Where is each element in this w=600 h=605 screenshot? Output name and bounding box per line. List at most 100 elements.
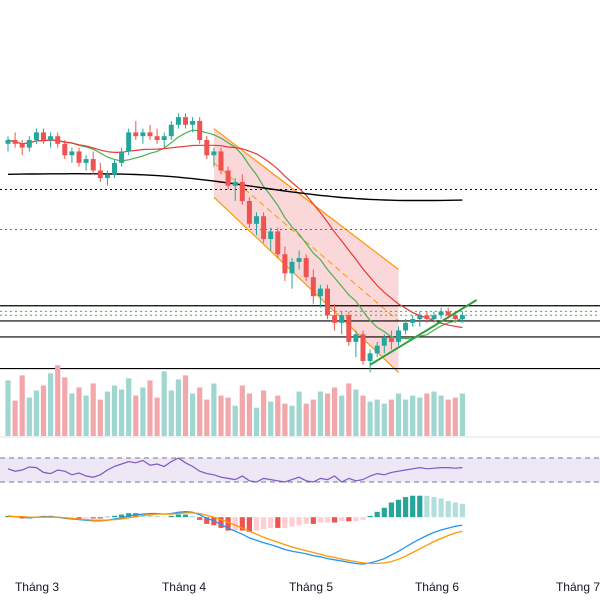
candle-body-41 bbox=[296, 258, 302, 262]
candle-body-45 bbox=[325, 288, 330, 316]
macd-hist-64 bbox=[459, 503, 465, 518]
candle-body-20 bbox=[147, 132, 153, 137]
channel-lower-line bbox=[213, 196, 399, 373]
x-axis: Tháng 3 Tháng 4 Tháng 5 Tháng 6 Tháng 7 bbox=[15, 580, 600, 594]
macd-hist-57 bbox=[410, 495, 416, 518]
candle-body-5 bbox=[41, 132, 46, 140]
candle-body-43 bbox=[310, 277, 316, 297]
candle-body-38 bbox=[275, 231, 281, 255]
volume-bar-27 bbox=[197, 387, 203, 436]
macd-hist-16 bbox=[119, 514, 125, 518]
volume-bar-16 bbox=[119, 389, 125, 436]
candle-body-28 bbox=[204, 140, 210, 156]
candle-body-24 bbox=[175, 117, 181, 125]
volume-bar-46 bbox=[332, 387, 338, 436]
candle-body-34 bbox=[246, 200, 252, 224]
volume-bar-40 bbox=[289, 405, 295, 436]
volume-bar-23 bbox=[168, 390, 174, 436]
rsi-band bbox=[0, 458, 600, 482]
x-tick-label-4: Tháng 7 bbox=[556, 580, 600, 594]
macd-hist-37 bbox=[268, 517, 274, 528]
volume-bar-11 bbox=[83, 395, 89, 436]
candle-body-36 bbox=[261, 216, 267, 240]
macd-panel bbox=[5, 495, 465, 565]
candle-body-18 bbox=[133, 132, 139, 137]
x-tick-label-2: Tháng 5 bbox=[289, 580, 333, 594]
macd-hist-13 bbox=[97, 517, 103, 519]
volume-bar-60 bbox=[431, 391, 437, 436]
candle-body-56 bbox=[403, 322, 409, 331]
macd-hist-20 bbox=[147, 514, 153, 518]
candle-body-16 bbox=[119, 151, 125, 163]
volume-bar-57 bbox=[410, 395, 416, 436]
macd-hist-53 bbox=[381, 507, 387, 518]
candle-body-53 bbox=[381, 338, 387, 346]
candle-body-3 bbox=[26, 140, 32, 148]
volume-bar-18 bbox=[133, 395, 139, 436]
macd-hist-47 bbox=[339, 517, 345, 522]
x-tick-label-1: Tháng 4 bbox=[162, 580, 206, 594]
candle-body-63 bbox=[452, 315, 458, 320]
macd-hist-56 bbox=[403, 497, 409, 518]
volume-bar-22 bbox=[161, 371, 167, 436]
macd-hist-35 bbox=[253, 517, 260, 531]
volume-bar-1 bbox=[12, 400, 18, 436]
volume-bar-5 bbox=[40, 385, 47, 436]
volume-bar-7 bbox=[55, 365, 61, 436]
macd-hist-32 bbox=[232, 517, 238, 531]
channel-upper-line bbox=[213, 128, 399, 271]
macd-hist-24 bbox=[175, 514, 181, 518]
macd-hist-10 bbox=[76, 517, 82, 519]
candle-body-39 bbox=[282, 254, 288, 274]
volume-bar-58 bbox=[417, 397, 423, 436]
candle-body-8 bbox=[62, 143, 68, 156]
rsi-panel bbox=[0, 457, 600, 483]
macd-hist-30 bbox=[218, 517, 224, 528]
macd-hist-58 bbox=[417, 495, 423, 518]
macd-hist-54 bbox=[388, 502, 394, 518]
macd-hist-15 bbox=[111, 515, 118, 518]
volume-bar-52 bbox=[374, 399, 380, 436]
volume-bar-17 bbox=[126, 378, 132, 436]
volume-bar-4 bbox=[33, 390, 39, 436]
volume-bar-36 bbox=[261, 390, 267, 436]
candle-body-54 bbox=[388, 338, 394, 342]
volume-bar-63 bbox=[452, 397, 458, 436]
volume-bar-38 bbox=[275, 395, 281, 436]
macd-hist-40 bbox=[289, 517, 295, 527]
candle-body-33 bbox=[239, 181, 245, 201]
candle-body-21 bbox=[154, 136, 160, 140]
volume-bar-33 bbox=[239, 385, 245, 436]
macd-hist-39 bbox=[282, 517, 288, 528]
volume-bar-49 bbox=[353, 389, 359, 436]
volume-bar-34 bbox=[246, 393, 252, 436]
macd-hist-60 bbox=[431, 497, 437, 518]
volume-bar-24 bbox=[175, 379, 181, 436]
candle-body-61 bbox=[438, 311, 444, 316]
candle-body-30 bbox=[218, 151, 224, 171]
candle-body-13 bbox=[97, 170, 103, 179]
macd-hist-27 bbox=[197, 517, 203, 520]
volume-bar-28 bbox=[204, 399, 210, 436]
volume-bar-64 bbox=[459, 393, 465, 436]
volume-bar-44 bbox=[317, 391, 323, 436]
macd-hist-31 bbox=[225, 517, 231, 531]
macd-hist-43 bbox=[310, 517, 316, 524]
candle-body-51 bbox=[367, 353, 373, 361]
volume-bar-0 bbox=[5, 380, 11, 436]
candle-body-59 bbox=[424, 315, 430, 320]
volume-bar-56 bbox=[403, 399, 409, 436]
candle-body-40 bbox=[289, 261, 295, 274]
candle-body-37 bbox=[268, 231, 274, 240]
volume-bar-25 bbox=[182, 375, 189, 436]
candle-body-49 bbox=[353, 334, 359, 342]
candle-body-50 bbox=[360, 334, 366, 361]
price-panel bbox=[0, 113, 600, 373]
macd-hist-52 bbox=[374, 511, 380, 518]
volume-bar-45 bbox=[324, 393, 331, 436]
macd-hist-26 bbox=[190, 515, 196, 518]
volume-bar-62 bbox=[445, 399, 451, 436]
candle-body-29 bbox=[211, 151, 217, 156]
